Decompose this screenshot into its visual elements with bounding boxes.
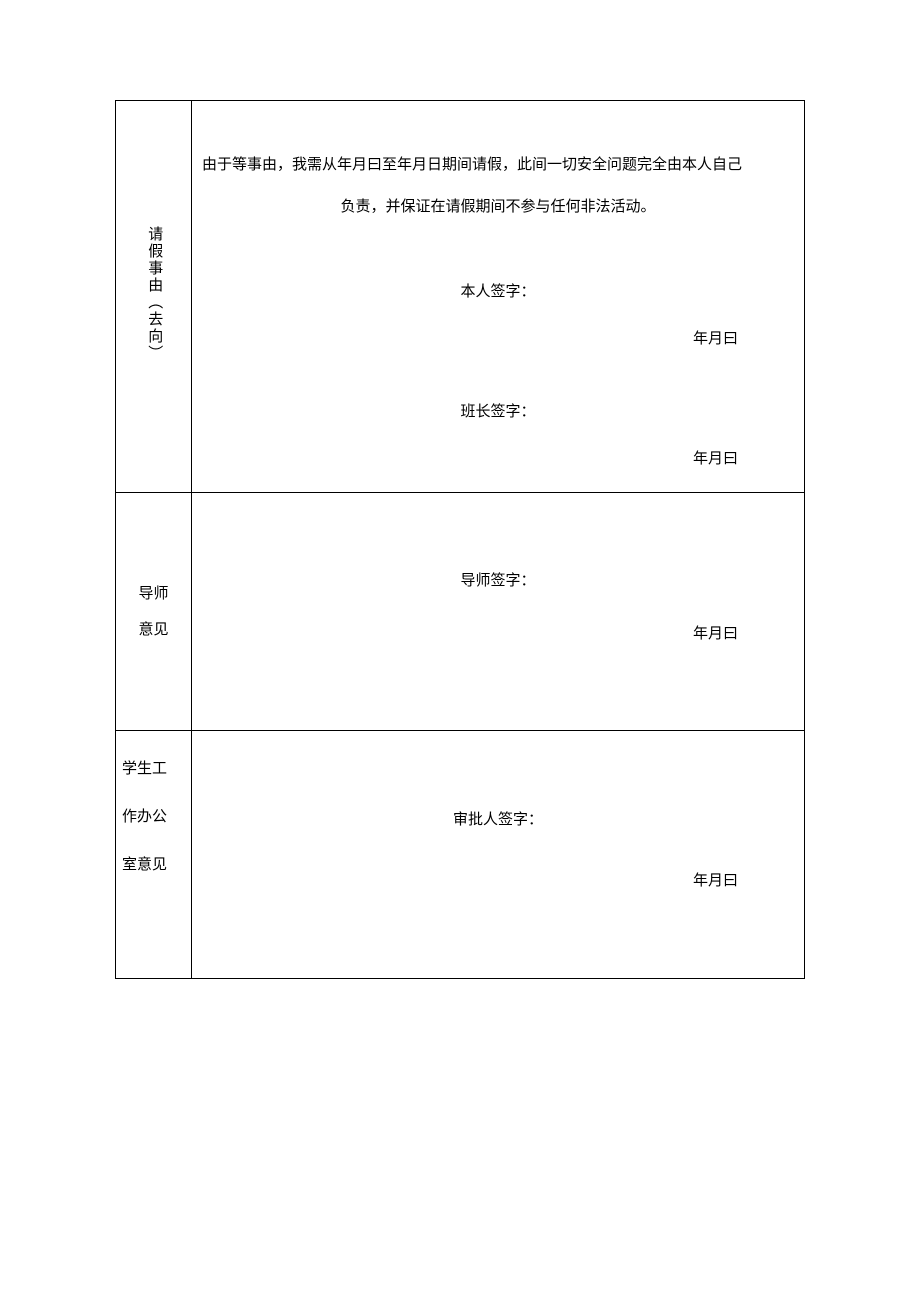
self-sign-date: 年月曰 [192,327,804,348]
office-row: 学生工 作办公 室意见 审批人签字： 年月曰 [116,731,805,979]
office-label-line1: 学生工 [122,745,185,793]
reason-line1: 由于等事由，我需从年月曰至年月日期间请假，此间一切安全问题完全由本人自己 [200,144,796,186]
leave-form-table: 请假事由（去向） 由于等事由，我需从年月曰至年月日期间请假，此间一切安全问题完全… [115,100,805,979]
advisor-label-c2b: 见 [154,612,169,648]
monitor-sign-date: 年月曰 [192,447,804,468]
monitor-sign-label: 班长签字： [192,400,804,421]
office-label-line3: 室意见 [122,841,185,889]
advisor-label-c1b: 意 [138,612,153,648]
advisor-content: 导师签字： 年月曰 [192,569,804,655]
advisor-sign-date: 年月曰 [192,622,804,643]
approver-sign-date: 年月曰 [192,869,804,890]
advisor-sign-label: 导师签字： [192,569,804,590]
monitor-sign-block: 班长签字： 年月曰 [192,400,804,468]
approver-sign-label: 审批人签字： [192,808,804,829]
advisor-label-c1a: 导 [138,576,153,612]
reason-content: 由于等事由，我需从年月曰至年月日期间请假，此间一切安全问题完全由本人自己 负责，… [192,126,804,468]
self-sign-label: 本人签字： [192,280,804,301]
reason-line2: 负责，并保证在请假期间不参与任何非法活动。 [200,186,796,228]
advisor-label-col2: 师 见 [154,576,169,648]
reason-label: 请假事由（去向） [144,226,164,362]
office-label-line2: 作办公 [122,793,185,841]
reason-row: 请假事由（去向） 由于等事由，我需从年月曰至年月日期间请假，此间一切安全问题完全… [116,101,805,493]
office-label-cell: 学生工 作办公 室意见 [116,731,192,979]
reason-statement: 由于等事由，我需从年月曰至年月日期间请假，此间一切安全问题完全由本人自己 负责，… [192,126,804,228]
self-sign-block: 本人签字： 年月曰 [192,280,804,348]
reason-label-cell: 请假事由（去向） [116,101,192,493]
advisor-content-cell: 导师签字： 年月曰 [192,493,805,731]
advisor-row: 导 意 师 见 导师签字： 年月曰 [116,493,805,731]
advisor-label-col1: 导 意 [138,576,153,648]
office-content: 审批人签字： 年月曰 [192,808,804,902]
office-label: 学生工 作办公 室意见 [116,731,191,889]
office-content-cell: 审批人签字： 年月曰 [192,731,805,979]
reason-content-cell: 由于等事由，我需从年月曰至年月日期间请假，此间一切安全问题完全由本人自己 负责，… [192,101,805,493]
advisor-label-c2a: 师 [154,576,169,612]
advisor-label-cell: 导 意 师 见 [116,493,192,731]
advisor-label: 导 意 师 见 [116,576,191,648]
